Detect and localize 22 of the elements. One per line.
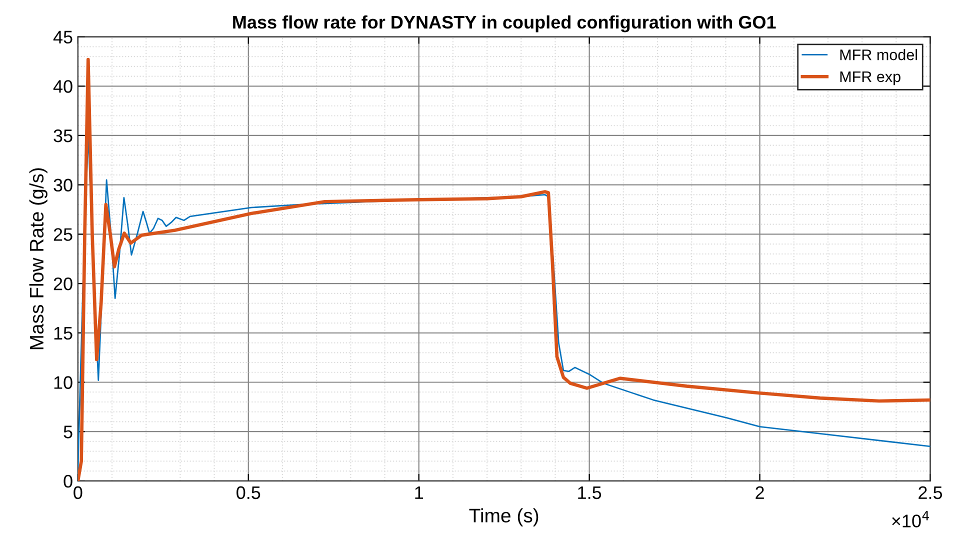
x-tick-label: 1 — [415, 486, 423, 499]
legend-label: MFR model — [840, 49, 918, 60]
y-tick-label: 30 — [54, 178, 72, 192]
y-tick-label: 15 — [54, 327, 72, 340]
y-tick-label: 35 — [54, 129, 72, 142]
x-tick-label: 0 — [74, 486, 82, 500]
x-tick-label: 2.5 — [918, 486, 942, 500]
x-tick-label: 0.5 — [236, 486, 260, 500]
y-tick-label: 10 — [54, 376, 72, 389]
x-axis-title: Time (s) — [469, 508, 538, 526]
x-tick-label: 1.5 — [578, 486, 602, 500]
y-tick-label: 5 — [64, 426, 72, 438]
y-tick-label: 40 — [53, 80, 72, 93]
x-tick-label: 2 — [756, 486, 764, 499]
legend-label: MFR exp — [840, 71, 900, 86]
y-tick-label: 0 — [64, 474, 72, 488]
y-tick-label: 25 — [54, 228, 72, 241]
y-tick-label: 20 — [54, 277, 72, 290]
y-axis-title: Mass Flow Rate (g/s) — [29, 168, 48, 350]
y-tick-label: 45 — [53, 30, 72, 44]
text: ×10$^{4}$ — [892, 511, 930, 528]
chart-title: Mass flow rate for DYNASTY in coupled configuration with GO1 — [233, 15, 776, 32]
